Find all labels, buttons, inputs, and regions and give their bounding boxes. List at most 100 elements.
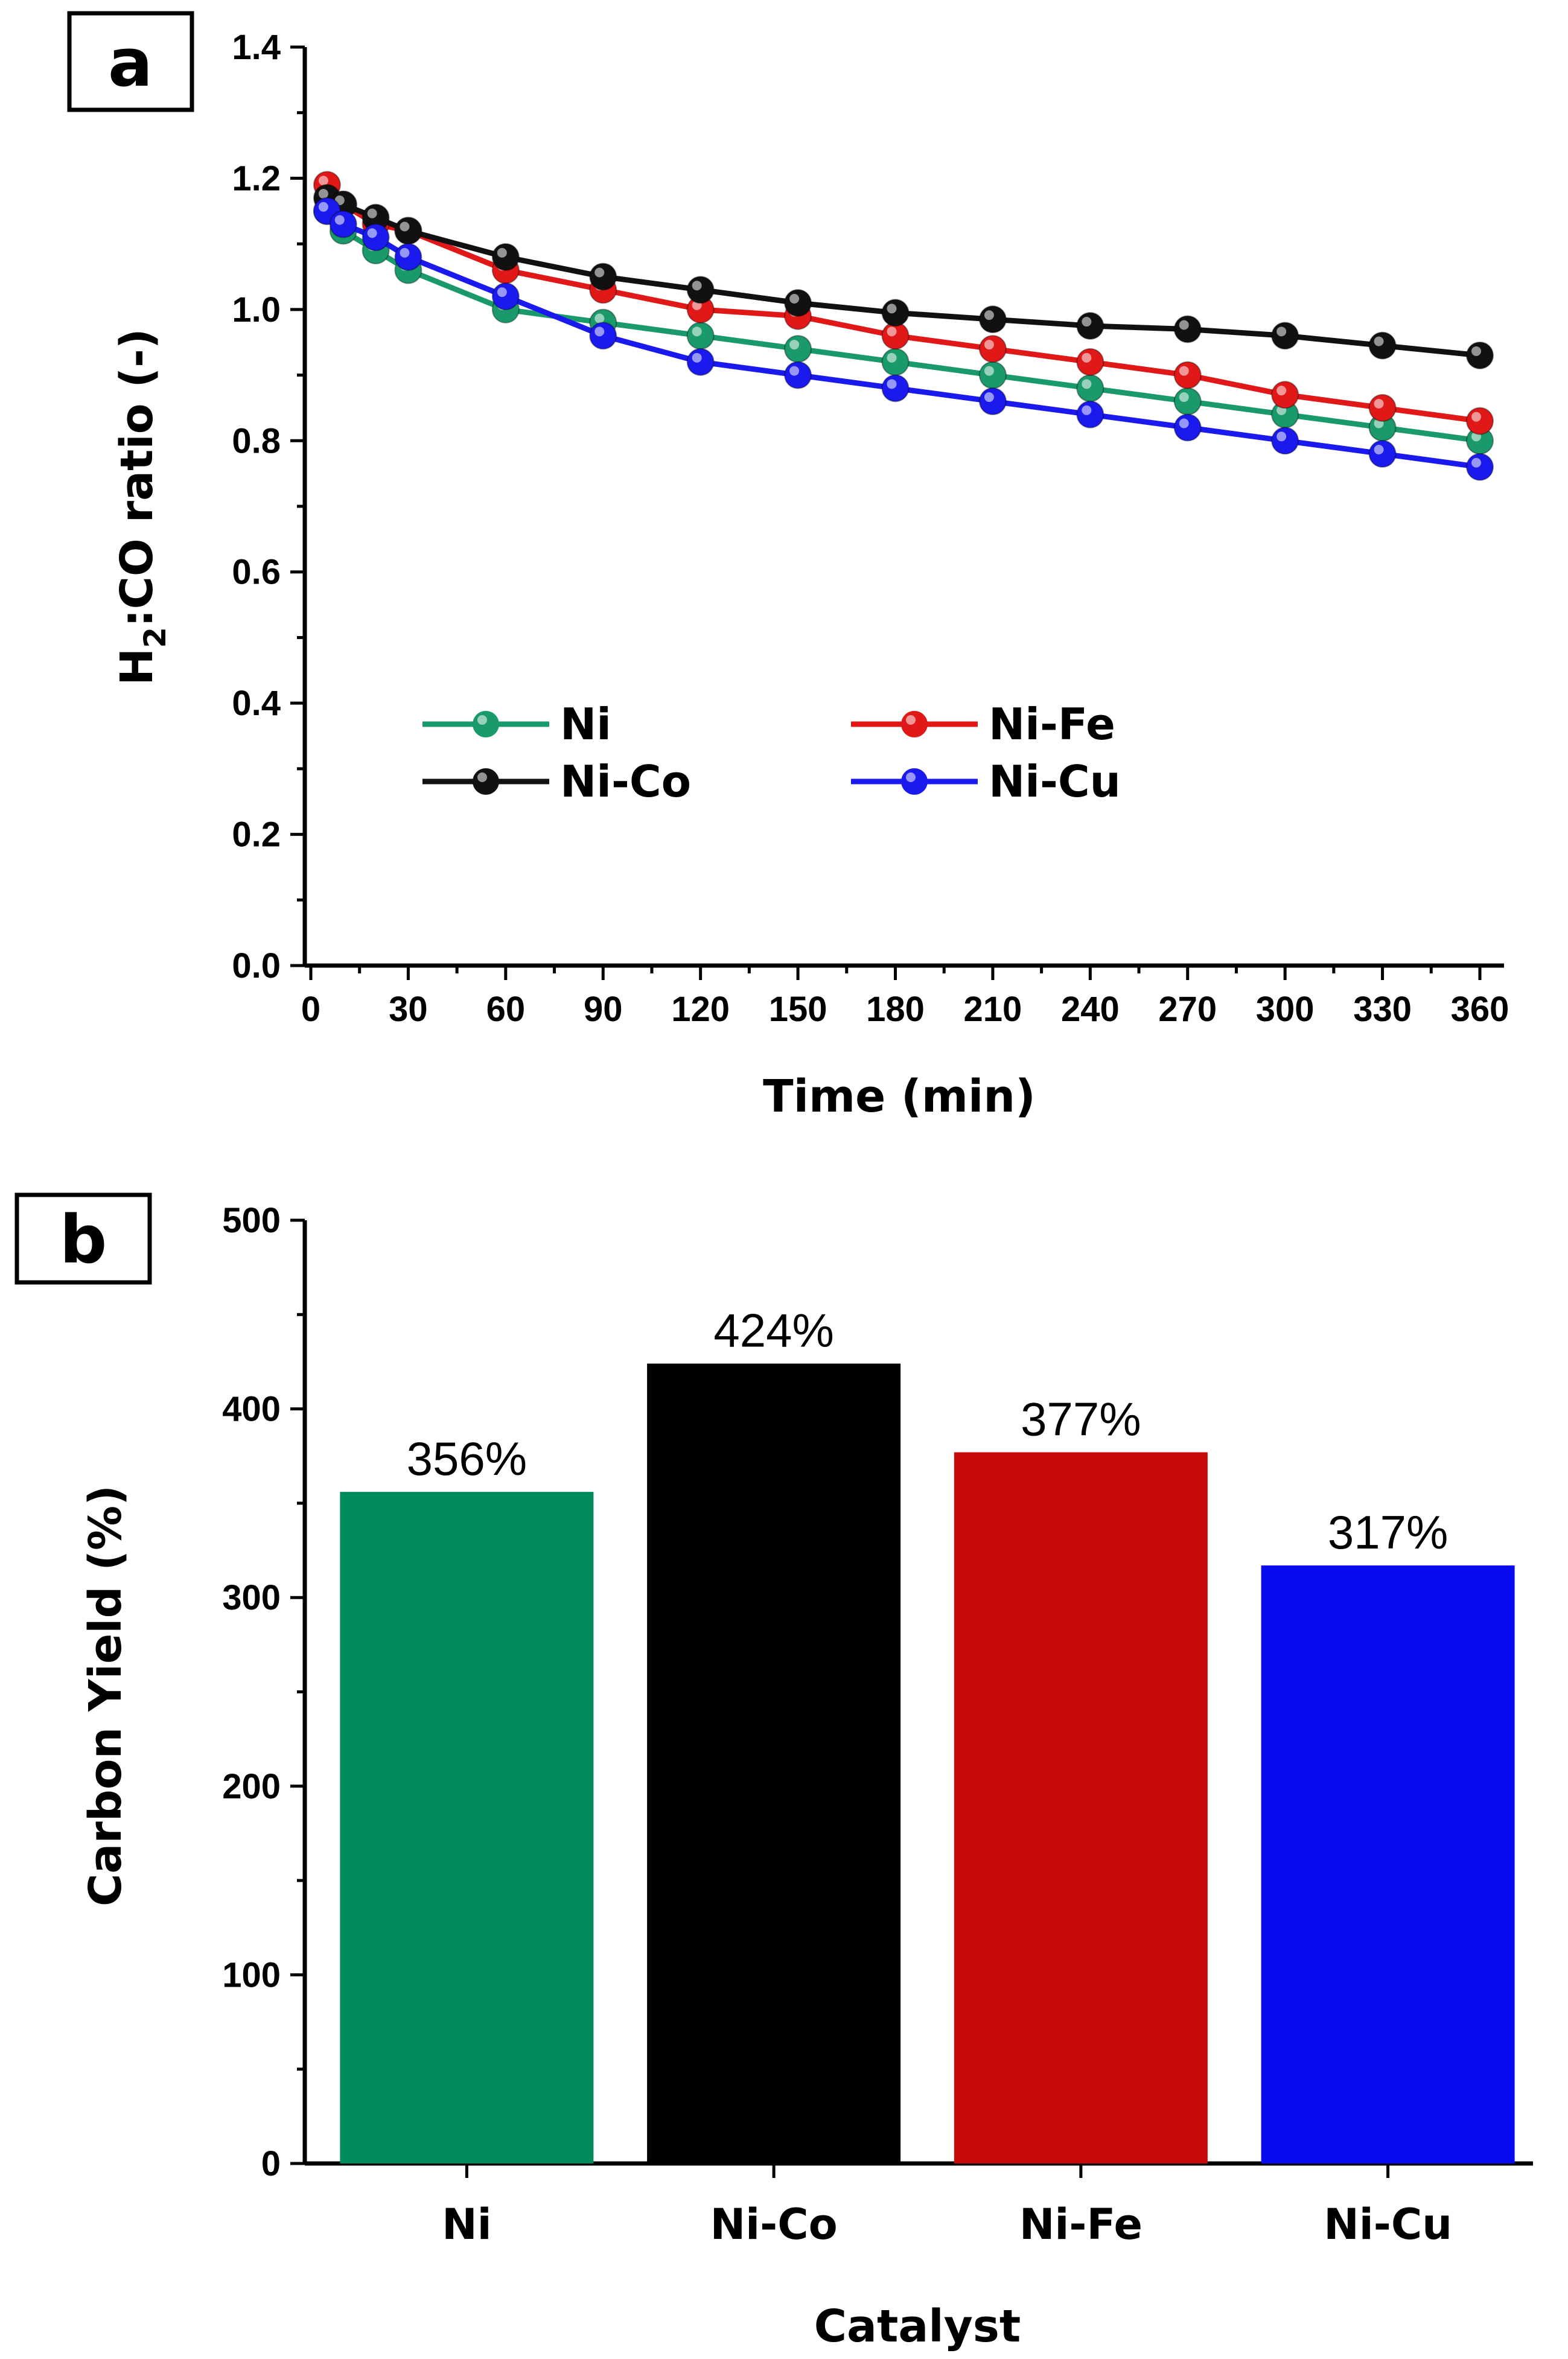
data-point-highlight [1082,379,1092,389]
data-point-ni-co [978,305,1007,334]
data-point-ni-fe [1368,393,1397,422]
data-point-highlight [594,326,605,337]
data-point-highlight [692,281,702,291]
bar-ni-fe [954,1452,1208,2163]
data-point-ni-cu [491,282,520,311]
data-point-ni-cu [1368,440,1397,468]
panel-b-y-tick-label: 0 [261,2144,281,2183]
data-point-ni [1173,387,1202,416]
panel-a-y-tick-label: 1.2 [232,159,281,198]
panel-a-x-tick-label: 330 [1353,990,1412,1029]
data-point-ni-co [1271,322,1299,350]
panel-a-line-chart: a 0.0 0.2 0.4 0.6 0.8 1.0 1.2 1.4 0 30 60 90 120 150… [67,11,1509,1122]
data-point-ni-fe [1466,407,1494,435]
data-point-highlight [984,392,994,403]
data-point-highlight [887,326,897,337]
data-point-highlight [334,215,345,225]
data-point-ni-cu [362,223,390,252]
data-point-ni-co [881,299,910,327]
legend-marker-ni-fe [901,711,928,737]
bar-ni [340,1492,594,2163]
panel-a-x-tick-label: 360 [1451,990,1509,1029]
data-point-highlight [1179,418,1189,428]
data-point-highlight [367,208,377,218]
panel-a-x-tick-label: 210 [964,990,1022,1029]
panel-a-x-tick-label: 120 [671,990,730,1029]
data-point-highlight [594,313,605,323]
panel-a-y-tick-label: 0.4 [232,684,281,723]
panel-a-y-ticks: 0.0 0.2 0.4 0.6 0.8 1.0 1.2 1.4 [232,28,305,985]
data-point-ni-fe [1173,361,1202,389]
panel-a-x-tick-label: 270 [1158,990,1217,1029]
data-point-highlight [1082,317,1092,327]
panel-b-y-ticks: 0 100 200 300 400 500 [222,1201,305,2183]
panel-a-y-tick-label: 0.2 [232,815,281,855]
panel-b-label-box [14,1192,152,1285]
panel-b-y-axis-title: Carbon Yield (%) [80,1485,132,1906]
data-point-highlight [497,287,507,298]
series-ni [313,197,1494,455]
panel-a-x-tick-label: 30 [389,990,428,1029]
panel-a-x-tick-label: 240 [1061,990,1120,1029]
category-label-ni: Ni [442,2200,492,2249]
panel-a-y-tick-label: 1.4 [232,28,281,67]
panel-a-y-axis-title: H2:CO ratio (-) [111,328,173,685]
data-point-highlight [318,202,328,212]
panel-b-bar-chart: b 0 100 200 300 400 500 356% Ni 424% Ni-Co 377% Ni… [14,1192,1533,2352]
legend-label-ni-fe: Ni-Fe [989,699,1115,750]
legend-marker-ni-co [473,768,499,795]
data-point-highlight [1374,336,1384,346]
data-point-ni-cu [1173,413,1202,442]
legend-marker-ni-cu [901,768,928,795]
panel-b-bars: 356% Ni 424% Ni-Co 377% Ni-Fe 317% Ni-Cu [340,1304,1515,2249]
category-label-ni-fe: Ni-Fe [1019,2200,1143,2249]
panel-b-x-axis-title: Catalyst [814,2300,1021,2352]
data-point-highlight [318,176,328,186]
data-point-ni-co [394,217,422,245]
legend-label-ni-co: Ni-Co [560,756,691,807]
panel-a-x-axis-title: Time (min) [763,1071,1036,1122]
panel-b-y-tick-label: 400 [222,1390,281,1429]
data-point-highlight [497,247,507,258]
data-point-highlight [1374,445,1384,455]
data-point-ni-cu [881,374,910,403]
bar-value-label-ni-fe: 377% [1021,1392,1141,1445]
data-point-highlight [984,310,994,320]
data-point-highlight [400,221,410,232]
data-point-ni-fe [1271,381,1299,409]
panel-a-x-tick-label: 90 [584,990,623,1029]
data-point-ni-co [1173,315,1202,343]
data-point-ni [881,348,910,376]
panel-a-label-box [67,11,194,112]
data-point-highlight [984,366,994,376]
data-point-highlight [594,267,605,278]
panel-a-x-tick-label: 60 [486,990,526,1029]
data-point-highlight [1471,412,1481,422]
panel-b-label: b [60,1201,107,1278]
data-point-ni-co [686,276,715,304]
data-point-highlight [1276,326,1287,337]
data-point-highlight [1082,405,1092,415]
data-point-ni-cu [686,348,715,376]
data-point-highlight [1471,346,1481,356]
bar-value-label-ni: 356% [407,1432,527,1485]
data-point-ni-co [1368,331,1397,360]
panel-a-y-tick-label: 0.0 [232,946,281,985]
data-point-ni-cu [1466,453,1494,481]
data-point-ni-cu [1076,400,1104,428]
bar-value-label-ni-cu: 317% [1328,1506,1448,1559]
panel-a-y-title-h: H [111,648,163,686]
legend-marker-ni [473,711,499,737]
panel-b-y-tick-label: 500 [222,1201,281,1240]
data-point-ni-fe [1076,348,1104,376]
legend-marker-highlight [477,772,487,782]
data-point-ni-cu [329,210,357,238]
data-point-highlight [789,340,800,350]
data-point-ni-co [1076,312,1104,340]
data-point-ni-fe [978,335,1007,363]
panel-a-legend: Ni Ni-Fe Ni-Co Ni-Cu [422,699,1121,807]
data-point-ni-cu [589,322,617,350]
legend-marker-highlight [477,715,487,725]
legend-marker-highlight [906,715,916,725]
data-point-highlight [984,340,994,350]
